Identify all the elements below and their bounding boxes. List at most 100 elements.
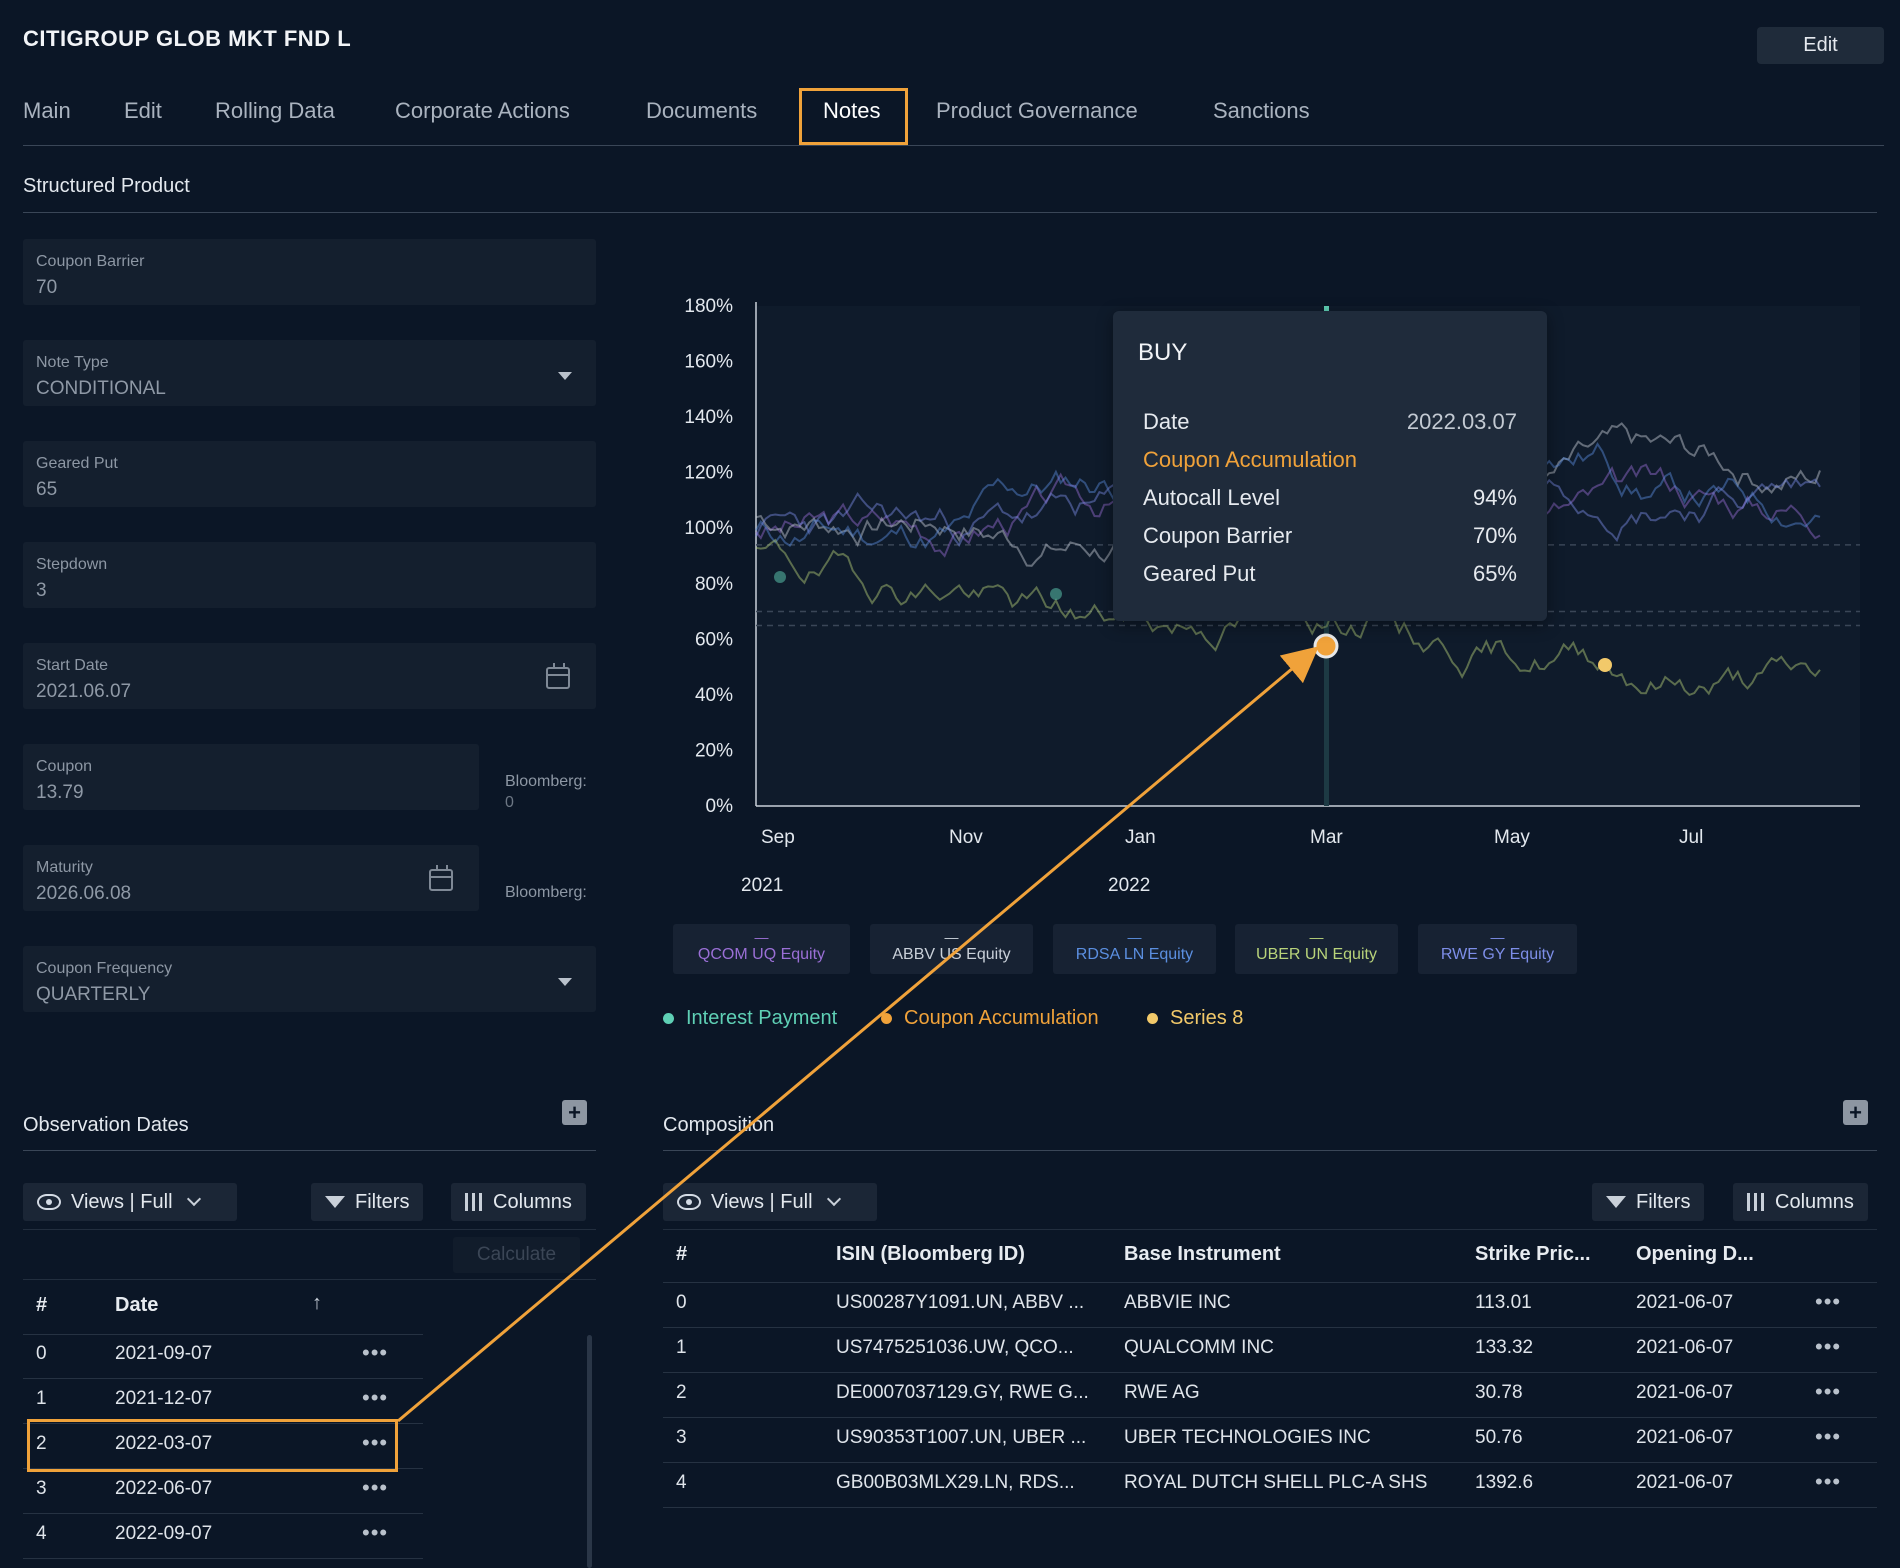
legend-item-abbv[interactable]: — ABBV US Equity (870, 924, 1033, 974)
coupon-field[interactable]: Coupon 13.79 (23, 744, 479, 810)
tab-notes[interactable]: Notes (823, 98, 881, 123)
tab-edit[interactable]: Edit (124, 98, 162, 123)
legend-interest-payment[interactable]: Interest Payment (663, 1007, 837, 1030)
more-options-icon[interactable]: ••• (362, 1475, 389, 1500)
legend-item-rdsa[interactable]: — RDSA LN Equity (1053, 924, 1216, 974)
composition-title: Composition (663, 1114, 775, 1136)
column-header-index[interactable]: # (36, 1294, 48, 1316)
row-isin: US7475251036.UW, QCO... (836, 1337, 1074, 1358)
calendar-icon[interactable] (546, 663, 570, 689)
y-tick-label: 80% (695, 574, 733, 595)
legend-dot (663, 1013, 674, 1024)
columns-button[interactable]: Columns (1733, 1183, 1868, 1221)
legend-series-8[interactable]: Series 8 (1147, 1007, 1243, 1030)
maturity-field[interactable]: Maturity 2026.06.08 (23, 845, 479, 911)
geared-put-field[interactable]: Geared Put 65 (23, 441, 596, 507)
column-header-date[interactable]: Date (115, 1294, 159, 1316)
coupon-frequency-select[interactable]: Coupon Frequency QUARTERLY (23, 946, 596, 1012)
column-header-strike-price[interactable]: Strike Pric... (1475, 1243, 1591, 1265)
more-options-icon[interactable]: ••• (362, 1385, 389, 1410)
views-dropdown[interactable]: Views | Full (23, 1183, 237, 1221)
chevron-down-icon[interactable] (558, 372, 572, 380)
tab-documents[interactable]: Documents (646, 98, 758, 123)
more-options-icon[interactable]: ••• (1815, 1334, 1842, 1359)
divider (23, 1229, 596, 1230)
note-type-select[interactable]: Note Type CONDITIONAL (23, 340, 596, 406)
edit-button[interactable]: Edit (1757, 27, 1884, 64)
more-options-icon[interactable]: ••• (362, 1340, 389, 1365)
x-year-label: 2022 (1108, 875, 1151, 896)
start-date-field[interactable]: Start Date 2021.06.07 (23, 643, 596, 709)
legend-swatch: — (754, 929, 769, 945)
tab-main[interactable]: Main (23, 98, 71, 123)
tooltip-value: 94% (1472, 485, 1517, 510)
more-options-icon[interactable]: ••• (1815, 1424, 1842, 1449)
calculate-button[interactable]: Calculate (453, 1237, 580, 1273)
tooltip-value: 65% (1472, 561, 1517, 586)
y-tick-label: 100% (684, 518, 733, 539)
legend-coupon-accumulation[interactable]: Coupon Accumulation (881, 1007, 1099, 1030)
x-tick-label: May (1494, 827, 1530, 848)
x-tick-label: Jan (1125, 827, 1156, 848)
filters-button[interactable]: Filters (311, 1183, 424, 1221)
tab-sanctions[interactable]: Sanctions (1213, 98, 1310, 123)
column-header-index[interactable]: # (676, 1243, 688, 1265)
legend-item-qcom[interactable]: — QCOM UQ Equity (673, 924, 850, 974)
more-options-icon[interactable]: ••• (1815, 1379, 1842, 1404)
x-tick-label: Sep (761, 827, 795, 848)
columns-icon (465, 1193, 483, 1211)
legend-label: Series 8 (1170, 1007, 1244, 1029)
legend-item-uber[interactable]: — UBER UN Equity (1235, 924, 1398, 974)
y-tick-label: 120% (684, 463, 733, 484)
tooltip-label: Geared Put (1143, 561, 1256, 586)
field-label: Coupon Frequency (36, 960, 173, 977)
y-tick-label: 0% (706, 796, 734, 817)
add-composition-button[interactable]: + (1843, 1100, 1868, 1125)
tooltip-event-label: Coupon Accumulation (1143, 447, 1358, 472)
chevron-down-icon (826, 1191, 841, 1207)
tab-corporate-actions[interactable]: Corporate Actions (395, 98, 570, 123)
columns-label: Columns (1775, 1190, 1854, 1213)
chart-tooltip: BUY Date 2022.03.07 Coupon Accumulation … (1113, 311, 1547, 621)
field-label: Geared Put (36, 455, 118, 472)
row-base-instrument: UBER TECHNOLOGIES INC (1124, 1427, 1371, 1448)
row-divider (23, 1378, 423, 1379)
more-options-icon[interactable]: ••• (362, 1520, 389, 1545)
filters-button[interactable]: Filters (1592, 1183, 1705, 1221)
stepdown-field[interactable]: Stepdown 3 (23, 542, 596, 608)
row-base-instrument: QUALCOMM INC (1124, 1337, 1274, 1358)
tab-product-governance[interactable]: Product Governance (936, 98, 1138, 123)
maturity-bloomberg-label: Bloomberg: (505, 884, 587, 901)
row-highlight-annotation (27, 1419, 398, 1472)
views-label: Views | Full (71, 1190, 173, 1213)
coupon-barrier-field[interactable]: Coupon Barrier 70 (23, 239, 596, 305)
chevron-down-icon[interactable] (558, 978, 572, 986)
field-value: 2021.06.07 (36, 681, 132, 702)
views-dropdown[interactable]: Views | Full (663, 1183, 877, 1221)
column-header-base-instrument[interactable]: Base Instrument (1124, 1243, 1281, 1265)
calendar-icon[interactable] (429, 865, 453, 891)
column-header-opening-date[interactable]: Opening D... (1636, 1243, 1754, 1265)
column-header-isin[interactable]: ISIN (Bloomberg ID) (836, 1243, 1025, 1265)
legend-item-rwe[interactable]: — RWE GY Equity (1418, 924, 1577, 974)
row-opening-date: 2021-06-07 (1636, 1472, 1734, 1493)
row-index: 1 (676, 1337, 687, 1358)
legend-label: RDSA LN Equity (1075, 946, 1194, 963)
columns-button[interactable]: Columns (451, 1183, 586, 1221)
views-label: Views | Full (711, 1190, 813, 1213)
add-observation-button[interactable]: + (562, 1100, 587, 1125)
filters-label: Filters (355, 1190, 410, 1213)
row-index: 0 (36, 1343, 47, 1364)
scrollbar[interactable] (587, 1335, 592, 1568)
sort-ascending-icon[interactable]: ↑ (312, 1292, 322, 1314)
more-options-icon[interactable]: ••• (1815, 1469, 1842, 1494)
row-isin: DE0007037129.GY, RWE G... (836, 1382, 1089, 1403)
tab-rolling-data[interactable]: Rolling Data (215, 98, 335, 123)
divider (23, 1150, 596, 1151)
more-options-icon[interactable]: ••• (1815, 1289, 1842, 1314)
legend-swatch: — (944, 929, 959, 945)
row-divider (663, 1462, 1877, 1463)
legend-label: RWE GY Equity (1440, 946, 1555, 963)
y-tick-label: 180% (684, 296, 733, 317)
more-options-icon[interactable]: ••• (362, 1430, 389, 1455)
